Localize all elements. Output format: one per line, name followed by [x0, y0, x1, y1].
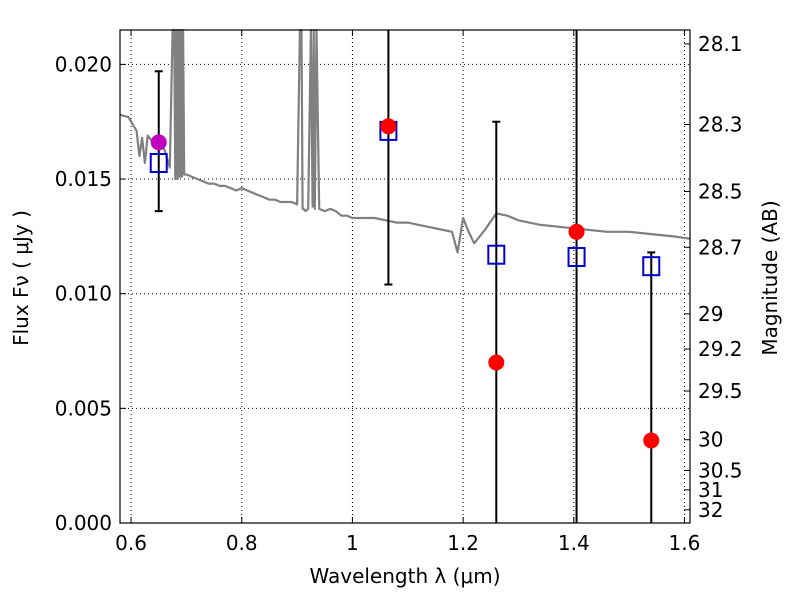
magnitude-tick-label: 30.5 — [698, 458, 743, 482]
magnitude-tick-label: 32 — [698, 498, 723, 522]
y-tick-label: 0.005 — [55, 396, 112, 420]
plot-frame — [119, 29, 691, 524]
magnitude-tick-label: 28.7 — [698, 235, 743, 259]
x-tick-label: 1.4 — [558, 531, 590, 555]
x-tick-label: 1 — [346, 531, 359, 555]
y-tick-label: 0.000 — [55, 511, 112, 535]
model-flux-square — [642, 256, 661, 277]
observed-flux-point — [488, 354, 505, 371]
magnitude-tick-label: 30 — [698, 428, 723, 452]
magnitude-tick-label: 29.5 — [698, 379, 743, 403]
grid-lines — [120, 30, 690, 523]
model-spectrum-line — [119, 28, 691, 254]
observed-flux-point — [643, 432, 660, 449]
x-tick-label: 0.6 — [115, 531, 147, 555]
model-flux-square — [149, 152, 168, 173]
magnitude-axis-label: Magnitude (AB) — [758, 200, 782, 355]
x-axis-label: Wavelength λ (μm) — [309, 564, 500, 588]
magnitude-tick-label: 28.1 — [698, 32, 743, 56]
y-axis-label: Flux Fν ( μJy ) — [9, 210, 33, 346]
observed-flux-point — [150, 134, 167, 151]
observed-flux-point — [568, 223, 585, 240]
y-tick-label: 0.010 — [55, 282, 112, 306]
magnitude-tick-label: 28.5 — [698, 180, 743, 204]
plot-area — [119, 28, 691, 523]
x-tick-label: 1.6 — [669, 531, 701, 555]
magnitude-tick-label: 31 — [698, 478, 723, 502]
y-tick-label: 0.020 — [55, 52, 112, 76]
model-flux-square — [567, 247, 586, 268]
axes: 0.6 0.8 1 1.2 1.4 1.6 0.000 0.005 0.010 0.015 0.02… — [55, 30, 743, 555]
x-tick-label: 1.2 — [447, 531, 479, 555]
model-flux-square — [487, 244, 506, 265]
magnitude-tick-label: 29.2 — [698, 337, 743, 361]
y-tick-label: 0.015 — [55, 167, 112, 191]
observed-flux-point — [380, 118, 397, 135]
magnitude-tick-label: 28.3 — [698, 112, 743, 136]
x-tick-label: 0.8 — [226, 531, 258, 555]
magnitude-tick-label: 29 — [698, 302, 723, 326]
